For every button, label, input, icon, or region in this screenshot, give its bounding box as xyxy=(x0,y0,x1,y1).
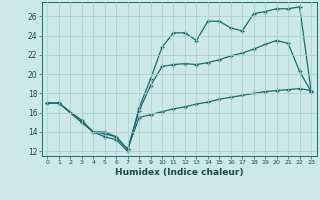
X-axis label: Humidex (Indice chaleur): Humidex (Indice chaleur) xyxy=(115,168,244,177)
